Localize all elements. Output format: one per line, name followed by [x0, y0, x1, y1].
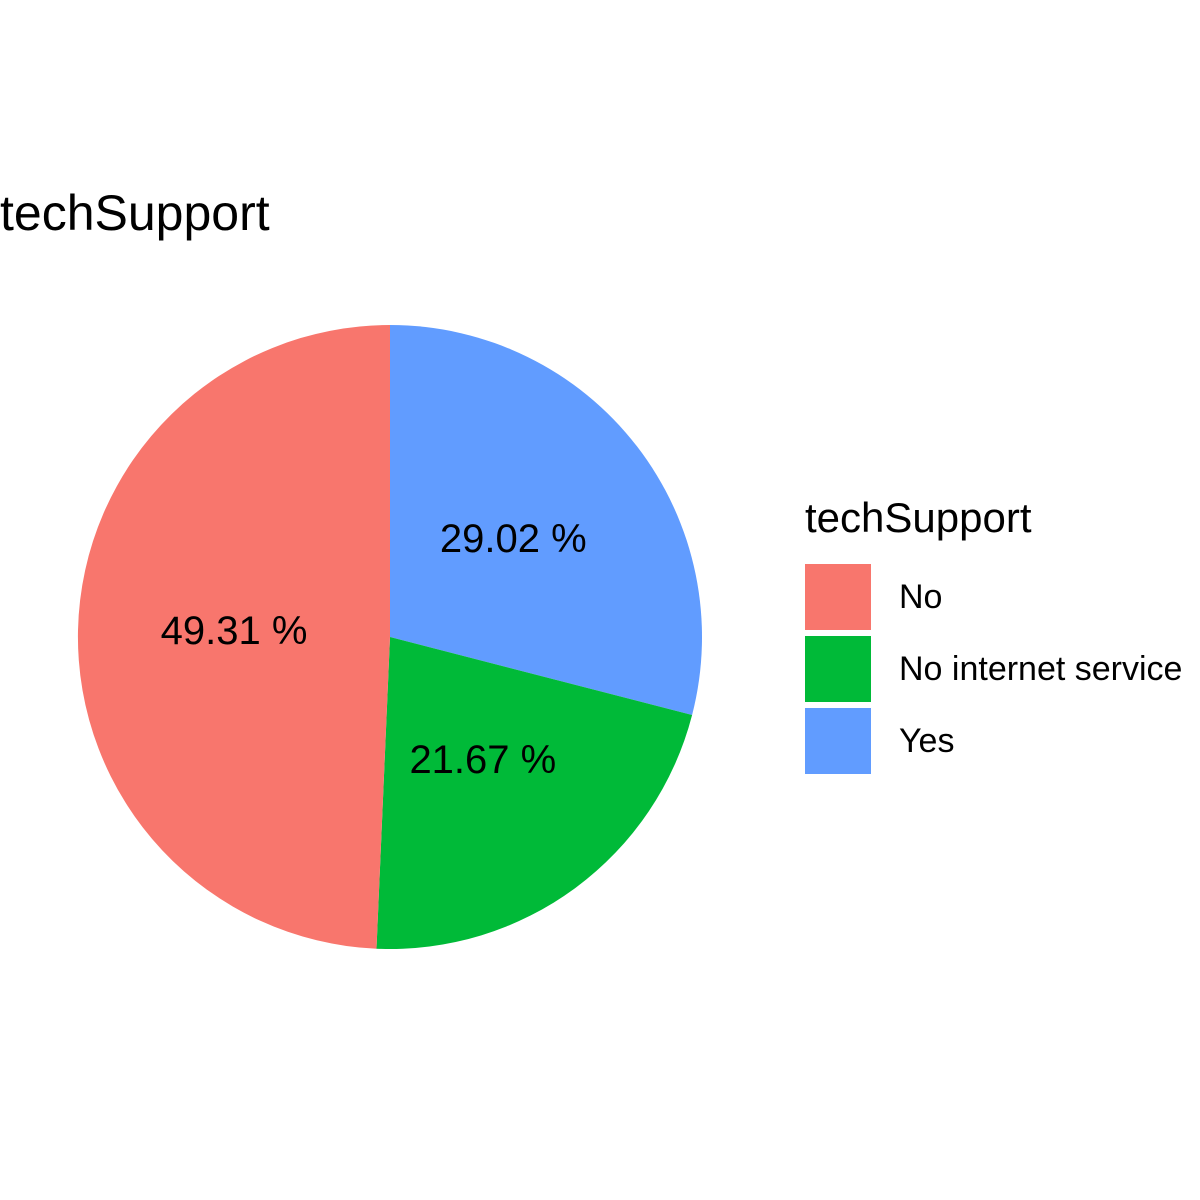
pie-slice-no: [77, 325, 390, 949]
legend-label-yes: Yes: [899, 721, 955, 760]
slice-label-yes: 29.02 %: [440, 517, 587, 561]
legend-swatch-no: [805, 564, 871, 630]
legend-label-no-internet-service: No internet service: [899, 649, 1183, 688]
pie-slice-no-internet-service: [376, 637, 693, 950]
legend: techSupport No No internet service Yes: [805, 497, 1200, 777]
legend-item-no: No: [805, 561, 1200, 633]
legend-item-yes: Yes: [805, 705, 1200, 777]
slice-label-no: 49.31 %: [161, 609, 308, 653]
legend-swatch-no-internet-service: [805, 636, 871, 702]
legend-title: techSupport: [805, 494, 1032, 541]
slice-label-no-internet-service: 21.67 %: [409, 738, 556, 782]
chart-title: techSupport: [0, 185, 270, 241]
legend-label-no: No: [899, 577, 943, 616]
legend-swatch-yes: [805, 708, 871, 774]
pie-slice-yes: [390, 325, 702, 715]
legend-item-no-internet-service: No internet service: [805, 633, 1200, 705]
